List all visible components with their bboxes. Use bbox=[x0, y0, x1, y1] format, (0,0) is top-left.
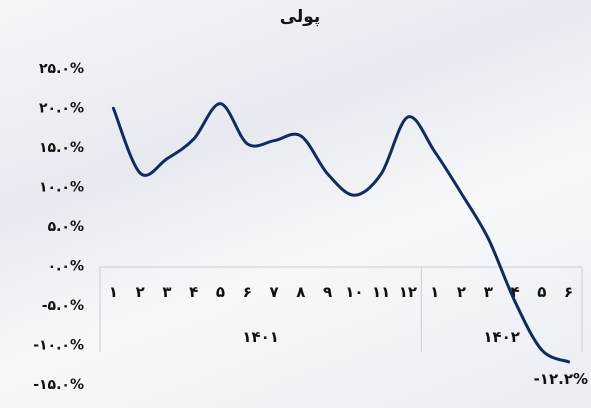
y-tick-label: ۲۰.۰% bbox=[39, 101, 84, 117]
chart-title: پولی bbox=[280, 7, 321, 27]
x-tick-label: ۶ bbox=[243, 283, 252, 301]
x-tick-label: ۱۰ bbox=[345, 283, 363, 301]
x-tick-label: ۲ bbox=[457, 283, 466, 301]
x-tick-label: ۵ bbox=[216, 283, 225, 301]
annotations: -۱۲.۲% bbox=[534, 370, 588, 388]
x-tick-label: ۱ bbox=[430, 283, 439, 301]
series-line bbox=[111, 102, 571, 364]
x-tick-label: ۵ bbox=[537, 283, 546, 301]
x-tick-label: ۱۱ bbox=[372, 283, 390, 301]
y-tick-label: ۱۰.۰% bbox=[39, 180, 84, 196]
x-tick-label: ۲ bbox=[136, 283, 145, 301]
y-axis: ۲۵.۰% ۲۰.۰% ۱۵.۰% ۱۰.۰% ۵.۰% ۰.۰% -۵.۰% -۱۰.۰% -… bbox=[33, 61, 84, 393]
x-tick-label: ۶ bbox=[564, 283, 573, 301]
x-tick-label: ۳ bbox=[162, 283, 171, 301]
y-tick-label: ۲۵.۰% bbox=[39, 61, 84, 77]
x-axis: ۱ ۲ ۳ ۴ ۵ ۶ ۷ ۸ ۹ ۱۰ ۱۱ ۱۲ ۱ ۲ ۳ ۴ ۵ ۶ bbox=[100, 266, 582, 301]
y-tick-label: -۱۵.۰% bbox=[33, 377, 84, 393]
x-group-label: ۱۴۰۱ bbox=[242, 328, 279, 346]
data-label: -۱۲.۲% bbox=[534, 370, 588, 388]
x-group-label: ۱۴۰۲ bbox=[483, 328, 520, 346]
y-tick-label: ۱۵.۰% bbox=[39, 140, 84, 156]
y-tick-label: -۵.۰% bbox=[42, 298, 84, 314]
x-tick-label: ۴ bbox=[510, 283, 519, 301]
y-tick-label: ۵.۰% bbox=[48, 219, 84, 235]
x-tick-label: ۱۲ bbox=[399, 283, 417, 301]
y-tick-label: -۱۰.۰% bbox=[33, 338, 84, 354]
x-tick-label: ۸ bbox=[296, 283, 305, 301]
x-tick-label: ۴ bbox=[189, 283, 198, 301]
y-tick-label: ۰.۰% bbox=[48, 259, 84, 275]
x-group-axis: ۱۴۰۱ ۱۴۰۲ bbox=[99, 267, 583, 352]
x-tick-label: ۹ bbox=[323, 283, 332, 301]
x-tick-label: ۷ bbox=[269, 283, 278, 301]
x-tick-label: ۳ bbox=[484, 283, 493, 301]
plot-area bbox=[111, 102, 571, 364]
x-tick-label: ۱ bbox=[109, 283, 118, 301]
